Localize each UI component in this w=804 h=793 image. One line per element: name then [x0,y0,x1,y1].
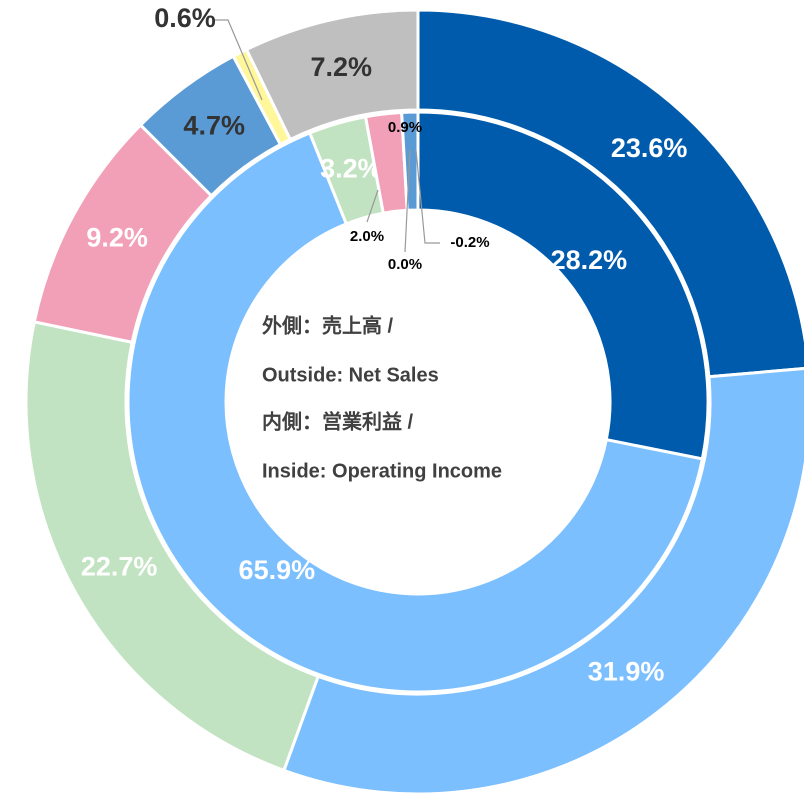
center-text: Inside: Operating Income [262,460,502,482]
center-text: 外側：売上高 / [262,313,394,337]
data-label: 0.6% [154,3,216,33]
donut-slice [416,8,804,379]
center-text: Outside: Net Sales [262,364,439,386]
data-label: -0.2% [450,234,489,251]
leader-line [415,149,440,244]
data-label: 23.6% [611,133,688,163]
leader-line [215,19,263,101]
data-label: 65.9% [239,555,316,585]
data-label: 31.9% [588,657,665,687]
data-label: 28.2% [551,245,628,275]
data-label: 7.2% [310,52,372,82]
data-label: 0.0% [388,256,422,273]
donut-slice [282,367,804,793]
leader-line [366,189,379,223]
donut-slice [416,110,710,461]
data-label: 4.7% [183,110,245,140]
center-text: 内側：営業利益 / [262,409,414,433]
donut-slice [244,8,420,142]
data-label: 22.7% [81,551,158,581]
data-label: 3.2% [320,154,382,184]
leader-line [404,149,411,253]
donut-slice [126,131,705,694]
data-label: 2.0% [350,228,384,245]
data-label: 0.9% [388,119,422,136]
data-label: 9.2% [86,223,148,253]
